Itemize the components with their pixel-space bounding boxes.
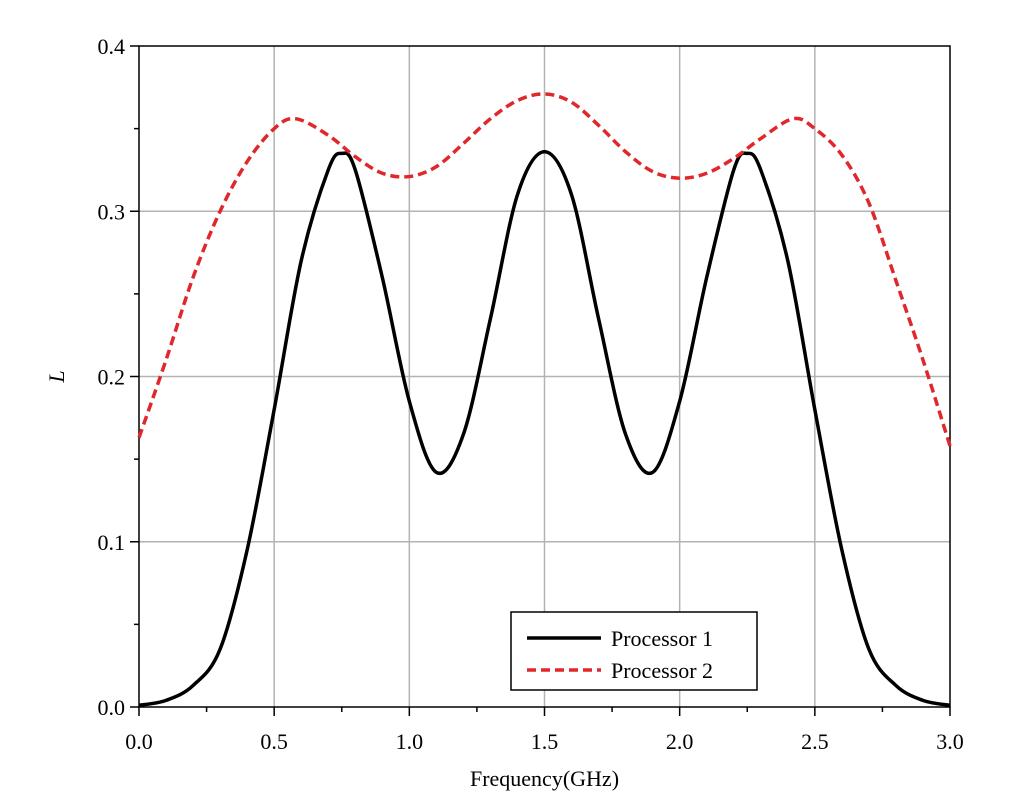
x-axis-title: Frequency(GHz) xyxy=(470,766,619,791)
y-tick-label: 0.3 xyxy=(98,199,126,224)
tick-labels: 0.0 0.5 1.0 1.5 2.0 2.5 3.0 0.0 0.1 0.2 0.3 0.4 xyxy=(98,34,964,754)
legend-label-processor-2: Processor 2 xyxy=(611,658,713,683)
x-tick-label: 0.5 xyxy=(260,729,288,754)
x-tick-label: 2.0 xyxy=(666,729,694,754)
y-tick-label: 0.4 xyxy=(98,34,126,59)
x-tick-label: 0.0 xyxy=(125,729,153,754)
series-line-2 xyxy=(137,92,952,447)
y-axis-title: L xyxy=(44,370,69,383)
y-tick-label: 0.2 xyxy=(98,365,126,390)
grid-lines xyxy=(139,46,950,707)
x-tick-label: 1.0 xyxy=(396,729,424,754)
legend: Processor 1 Processor 2 xyxy=(510,611,758,691)
legend-label-processor-1: Processor 1 xyxy=(611,626,713,651)
series-line-1 xyxy=(138,150,951,708)
legend-box xyxy=(510,611,758,691)
x-tick-label: 2.5 xyxy=(801,729,829,754)
y-tick-label: 0.1 xyxy=(98,530,126,555)
x-tick-label: 1.5 xyxy=(531,729,559,754)
x-tick-label: 3.0 xyxy=(936,729,964,754)
series-layer xyxy=(137,92,952,708)
axis-ticks xyxy=(130,45,951,716)
y-tick-label: 0.0 xyxy=(98,695,126,720)
